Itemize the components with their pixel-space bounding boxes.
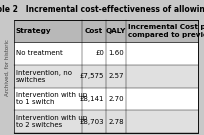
Bar [14, 20, 198, 42]
Text: Cost: Cost [85, 28, 103, 34]
Bar [14, 20, 198, 133]
Text: Archived, for historic: Archived, for historic [4, 40, 10, 97]
Text: Intervention, no
switches: Intervention, no switches [16, 70, 72, 83]
Text: 2.70: 2.70 [108, 96, 124, 102]
Text: No treatment: No treatment [16, 50, 63, 56]
Text: £8,141: £8,141 [80, 96, 104, 102]
Bar [14, 65, 198, 87]
Text: Table 2   Incremental cost-effectiveness of allowing s: Table 2 Incremental cost-effectiveness o… [0, 4, 204, 14]
Bar [14, 42, 198, 65]
Text: Strategy: Strategy [16, 28, 52, 34]
Bar [0, 0, 204, 18]
Bar [14, 110, 198, 133]
Text: Intervention with up
to 1 switch: Intervention with up to 1 switch [16, 92, 87, 105]
Text: £7,575: £7,575 [80, 73, 104, 79]
Text: Incremental Cost per 
compared to previous: Incremental Cost per compared to previou… [128, 24, 204, 38]
Text: 1.60: 1.60 [108, 50, 124, 56]
Text: 2.57: 2.57 [108, 73, 124, 79]
Text: £8,703: £8,703 [79, 119, 104, 125]
Bar [14, 20, 198, 133]
Text: Intervention with up
to 2 switches: Intervention with up to 2 switches [16, 115, 87, 128]
Text: £0: £0 [95, 50, 104, 56]
Bar [14, 87, 198, 110]
Text: QALY: QALY [106, 28, 126, 34]
Text: 2.78: 2.78 [108, 119, 124, 125]
